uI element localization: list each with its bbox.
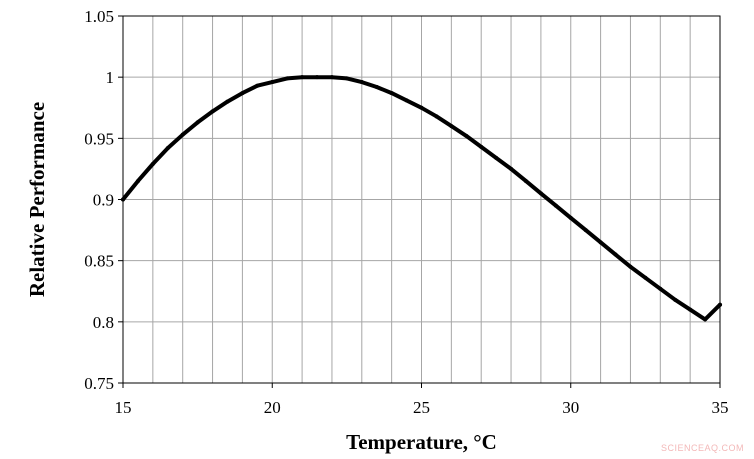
data-point [643,275,648,280]
y-tick-label: 0.8 [93,313,114,332]
x-tick-label: 35 [712,398,729,417]
data-point [494,155,499,160]
data-point [673,297,678,302]
data-point [315,75,320,80]
data-point [523,179,528,184]
data-point [285,76,290,81]
data-point [464,133,469,138]
data-point [150,162,155,167]
y-tick-label: 1.05 [84,7,114,26]
data-point [135,179,140,184]
x-axis-title: Temperature, °C [346,430,497,454]
axis-ticks: 0.75 0.8 0.85 0.9 0.95 1 1.05 15 20 25 30 35 [84,7,728,417]
data-point [718,302,722,307]
data-point [568,215,573,220]
data-point [479,144,484,149]
data-point [598,240,603,245]
data-point [329,75,334,80]
data-point [703,317,708,322]
data-point [165,146,170,151]
data-point [344,76,349,81]
y-tick-label: 0.75 [84,374,114,393]
watermark-text: SCIENCEAQ.COM [660,443,744,453]
data-point [300,75,305,80]
y-tick-label: 0.9 [93,191,114,210]
data-point [404,98,409,103]
data-point [240,91,245,96]
y-tick-label: 0.85 [84,252,114,271]
data-point [509,166,514,171]
data-point [255,83,260,88]
data-point [180,132,185,137]
x-tick-label: 20 [264,398,281,417]
data-point [434,114,439,119]
data-point [658,286,663,291]
data-point [210,109,215,114]
y-tick-label: 0.95 [84,129,114,148]
x-tick-label: 15 [115,398,132,417]
data-point [449,124,454,129]
data-point [270,80,275,85]
data-point [121,197,125,202]
data-point [359,80,364,85]
y-tick-label: 1 [106,68,115,87]
series-layer [121,75,722,322]
data-point [374,84,379,89]
data-point [538,191,543,196]
x-tick-label: 25 [413,398,430,417]
data-point [688,307,693,312]
data-point [419,105,424,110]
data-point [195,120,200,125]
x-tick-label: 30 [562,398,579,417]
y-axis-title: Relative Performance [25,102,49,297]
data-point [628,264,633,269]
data-point [583,228,588,233]
grid [123,16,720,383]
data-point [553,203,558,208]
data-point [389,91,394,96]
data-point [225,99,230,104]
data-point [613,252,618,257]
